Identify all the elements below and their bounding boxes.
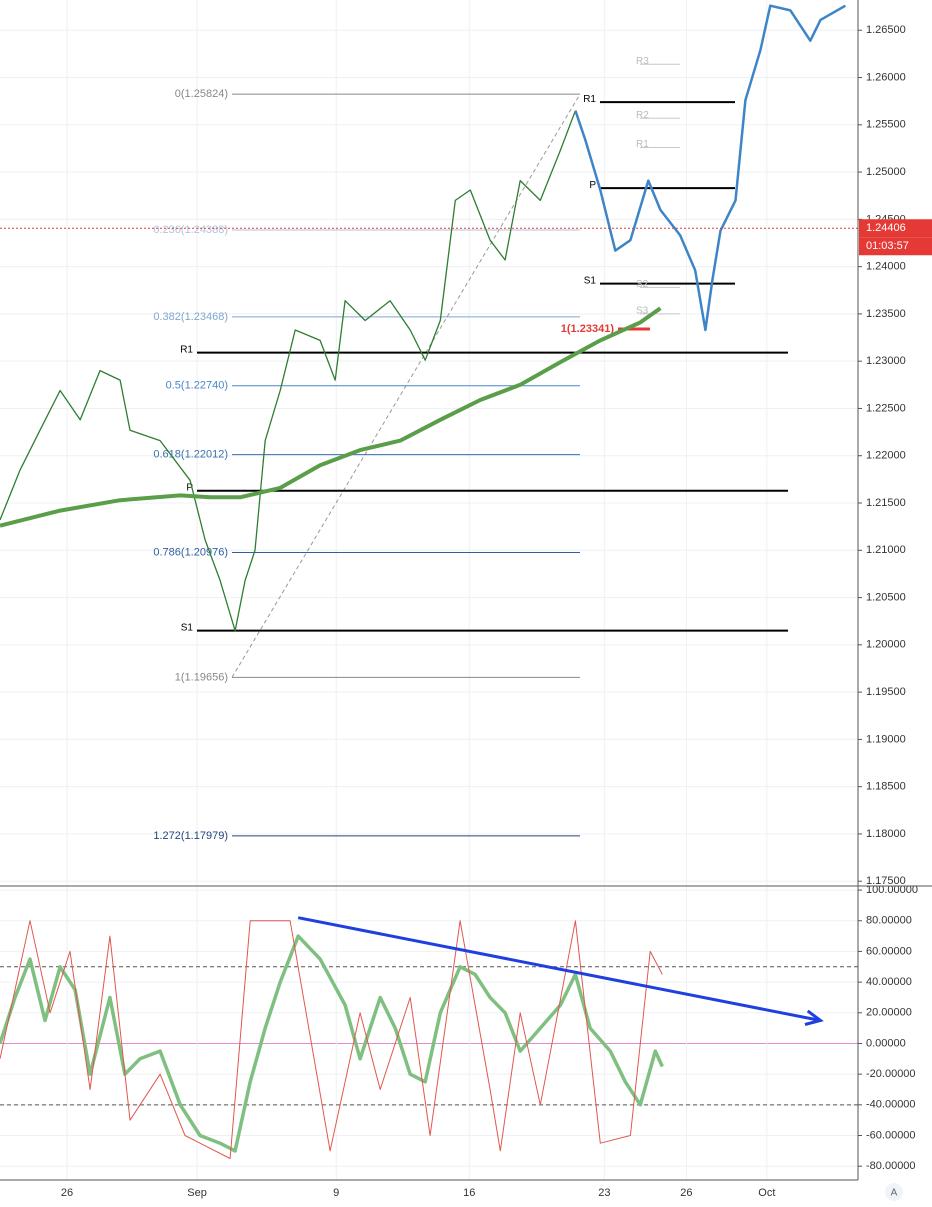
target-label: 1(1.23341): [561, 323, 615, 335]
x-tick-label: 23: [598, 1187, 610, 1199]
y-tick-label: 1.24000: [866, 261, 906, 273]
pivot-label: R1: [636, 139, 649, 150]
y-tick-label: 1.21000: [866, 544, 906, 556]
series-line: [0, 306, 662, 528]
y-tick-label: -80.00000: [866, 1160, 916, 1172]
trend-arrow: [297, 916, 821, 1022]
y-tick-label: 1.25500: [866, 119, 906, 131]
y-tick-label: 1.26500: [866, 24, 906, 36]
fib-level-label: 1(1.19656): [175, 671, 228, 683]
x-tick-label: Oct: [758, 1187, 775, 1199]
y-tick-label: 40.00000: [866, 976, 912, 988]
pivot-label: S1: [181, 622, 194, 633]
grid: [0, 0, 862, 1180]
fib-level-label: 1.272(1.17979): [153, 830, 228, 842]
y-tick-label: 1.19500: [866, 686, 906, 698]
y-tick-label: 1.25000: [866, 166, 906, 178]
pivot-label: P: [186, 482, 193, 493]
series-line: [574, 4, 847, 332]
pivot-label: S1: [584, 275, 597, 286]
y-tick-label: 1.23000: [866, 355, 906, 367]
x-tick-label: Sep: [187, 1187, 207, 1199]
y-tick-label: 1.19000: [866, 733, 906, 745]
plots: 1.17500 1.18000 1.18500 1.19000 1.19500 1.200…: [0, 4, 932, 1199]
y-tick-label: 1.18000: [866, 828, 906, 840]
x-tick-label: 16: [463, 1187, 475, 1199]
y-tick-label: 1.22500: [866, 402, 906, 414]
fib-level-label: 0.382(1.23468): [153, 311, 228, 323]
y-tick-label: 20.00000: [866, 1007, 912, 1019]
countdown-box: [859, 237, 932, 256]
y-tick-label: -60.00000: [866, 1129, 916, 1141]
series-line: [0, 920, 663, 1159]
fib-level-label: 0(1.25824): [175, 88, 228, 100]
pivot-label: S2: [636, 279, 649, 290]
fib-level-label: 0.5(1.22740): [166, 380, 228, 392]
y-tick-label: -20.00000: [866, 1068, 916, 1080]
fib-level-label: 0.618(1.22012): [153, 449, 228, 461]
y-tick-label: 60.00000: [866, 945, 912, 957]
y-tick-label: 80.00000: [866, 915, 912, 927]
y-tick-label: 1.18500: [866, 781, 906, 793]
countdown-label: 01:03:57: [866, 240, 909, 252]
y-tick-label: 0.00000: [866, 1037, 906, 1049]
auto-scale-button[interactable]: [885, 1183, 903, 1201]
y-tick-label: 100.00000: [866, 884, 918, 896]
last-price-box: [859, 219, 932, 238]
last-price-label: 1.24406: [866, 222, 906, 234]
auto-scale-label[interactable]: A: [891, 1188, 898, 1199]
y-tick-label: 1.23500: [866, 308, 906, 320]
series-line: [0, 934, 664, 1153]
x-tick-label: 9: [333, 1187, 339, 1199]
y-tick-label: 1.21500: [866, 497, 906, 509]
y-tick-label: 1.17500: [866, 875, 906, 887]
y-tick-label: 1.26000: [866, 71, 906, 83]
pivot-label: R3: [636, 56, 649, 67]
series-line: [0, 110, 577, 632]
y-tick-label: -40.00000: [866, 1099, 916, 1111]
pivot-label: R1: [583, 94, 596, 105]
pivot-label: P: [589, 180, 596, 191]
y-tick-label: 1.20500: [866, 591, 906, 603]
pivot-label: R2: [636, 110, 649, 121]
fib-level-label: 0.786(1.20976): [153, 546, 228, 558]
y-tick-label: 1.20000: [866, 639, 906, 651]
pivot-label: S3: [636, 306, 649, 317]
x-tick-label: 26: [61, 1187, 73, 1199]
y-tick-label: 1.22000: [866, 450, 906, 462]
arrow-head: [804, 1009, 824, 1026]
fib-level-label: 0.236(1.24388): [153, 224, 228, 236]
pivot-label: R1: [180, 344, 193, 355]
x-tick-label: 26: [680, 1187, 692, 1199]
